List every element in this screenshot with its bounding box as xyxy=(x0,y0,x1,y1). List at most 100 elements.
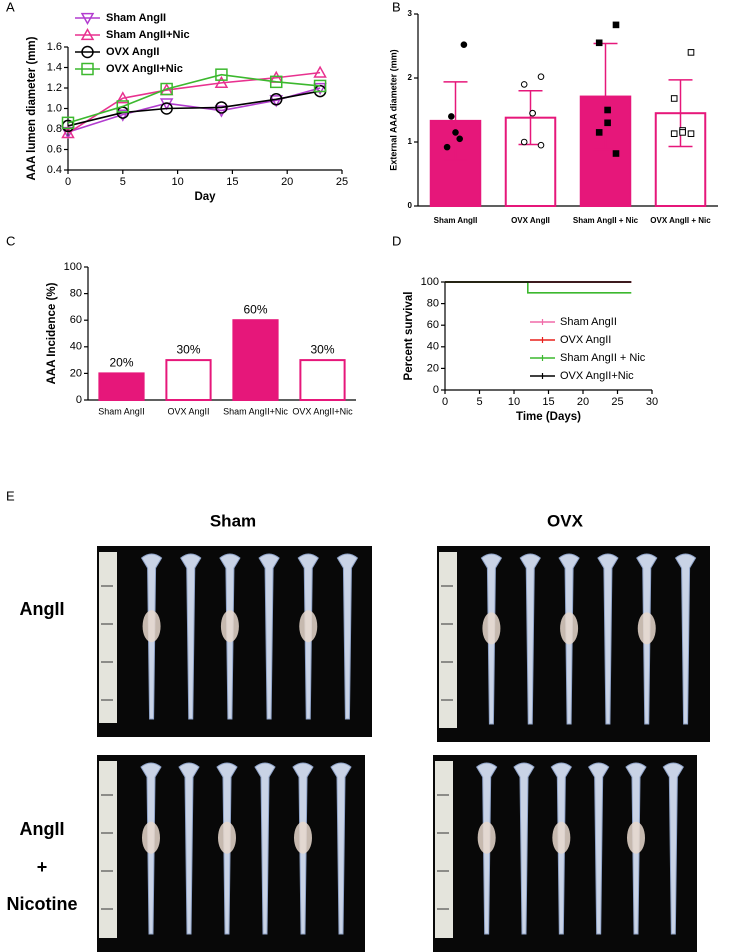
aneurysm xyxy=(142,821,160,854)
row-label: AngII xyxy=(20,599,65,619)
aorta xyxy=(330,762,352,935)
photo xyxy=(97,546,372,737)
marker xyxy=(116,109,130,122)
y-tick-label: 3 xyxy=(408,9,413,18)
marker xyxy=(679,129,686,136)
marker xyxy=(269,95,284,108)
legend-label: Sham AngII xyxy=(106,12,166,24)
marker xyxy=(160,82,173,96)
marker xyxy=(269,93,283,106)
x-tick-label: 25 xyxy=(611,396,623,408)
y-tick-label: 20 xyxy=(70,367,82,379)
ruler xyxy=(99,552,117,723)
bar xyxy=(98,372,145,401)
panel-label: B xyxy=(392,0,401,14)
row-label: AngII xyxy=(20,819,65,839)
marker xyxy=(452,129,459,136)
legend-label: OVX AngII xyxy=(560,334,611,346)
y-axis-label: AAA Incidence (%) xyxy=(46,282,58,384)
x-tick-label: OVX AngII+Nic xyxy=(292,406,353,416)
row-label: Nicotine xyxy=(6,894,77,914)
aneurysm xyxy=(482,612,501,645)
marker xyxy=(537,73,545,81)
marker xyxy=(214,105,229,118)
panel-label: D xyxy=(392,233,401,248)
x-tick-label: 20 xyxy=(281,176,293,188)
marker xyxy=(61,116,75,130)
y-tick-label: 1.2 xyxy=(47,82,62,94)
marker xyxy=(443,143,451,151)
aorta xyxy=(674,553,697,725)
marker xyxy=(116,91,130,104)
y-tick-label: 1.0 xyxy=(47,102,62,114)
y-axis-label: Percent survival xyxy=(403,292,415,381)
x-tick-label: 25 xyxy=(336,176,348,188)
y-tick-label: 0 xyxy=(76,394,82,406)
marker xyxy=(116,100,130,113)
series-line xyxy=(67,87,321,133)
marker xyxy=(81,62,94,76)
y-tick-label: 80 xyxy=(70,288,82,300)
aorta xyxy=(336,553,359,720)
marker xyxy=(529,109,536,117)
legend-label: Sham AngII xyxy=(560,316,617,328)
marker xyxy=(520,81,528,88)
x-tick-label: OVX AngII + Nic xyxy=(650,216,711,225)
series-line xyxy=(67,73,321,124)
y-tick-label: 60 xyxy=(70,314,82,326)
marker xyxy=(460,41,468,49)
marker xyxy=(61,126,75,139)
aorta xyxy=(254,762,276,935)
aneurysm xyxy=(294,821,312,854)
aorta xyxy=(513,762,535,935)
marker xyxy=(670,95,678,102)
x-tick-label: 10 xyxy=(171,176,183,188)
aorta xyxy=(180,553,202,720)
marker xyxy=(80,27,95,41)
x-axis-label: Day xyxy=(194,191,216,203)
y-tick-label: 0.6 xyxy=(47,143,62,155)
aorta xyxy=(662,762,684,935)
column-label: Sham xyxy=(210,511,256,530)
aorta xyxy=(597,553,619,725)
y-tick-label: 100 xyxy=(64,261,82,273)
y-tick-label: 60 xyxy=(427,319,439,331)
y-tick-label: 0.4 xyxy=(47,164,62,176)
value-label: 30% xyxy=(176,342,200,356)
marker xyxy=(269,75,283,89)
marker xyxy=(160,102,173,115)
y-tick-label: 0 xyxy=(408,201,413,210)
marker xyxy=(537,141,545,149)
marker xyxy=(670,130,678,137)
marker xyxy=(687,49,695,56)
ruler xyxy=(99,761,117,938)
x-tick-label: 30 xyxy=(646,396,658,408)
x-tick-label: 20 xyxy=(577,396,589,408)
ruler xyxy=(439,552,457,728)
marker xyxy=(313,65,327,78)
marker xyxy=(80,12,95,26)
legend-label: Sham AngII+Nic xyxy=(106,29,190,41)
panel-label: C xyxy=(6,233,15,248)
series-line xyxy=(67,71,321,134)
value-label: 60% xyxy=(243,302,267,316)
marker xyxy=(215,101,228,114)
value-label: 20% xyxy=(109,356,133,370)
bar xyxy=(232,319,279,402)
marker xyxy=(81,45,94,59)
legend-label: OVX AngII+Nic xyxy=(106,63,183,75)
series-line xyxy=(445,281,632,294)
y-tick-label: 1.4 xyxy=(47,61,62,73)
y-tick-label: 100 xyxy=(421,276,439,288)
marker xyxy=(214,75,229,89)
aneurysm xyxy=(477,821,496,854)
x-tick-label: 0 xyxy=(442,396,448,408)
x-tick-label: 0 xyxy=(65,176,71,188)
y-tick-label: 20 xyxy=(427,362,439,374)
x-tick-label: OVX AngII xyxy=(167,406,209,416)
aorta xyxy=(519,553,541,725)
x-tick-label: OVX AngII xyxy=(511,216,550,225)
y-tick-label: 1.6 xyxy=(47,41,62,53)
x-tick-label: 15 xyxy=(226,176,238,188)
